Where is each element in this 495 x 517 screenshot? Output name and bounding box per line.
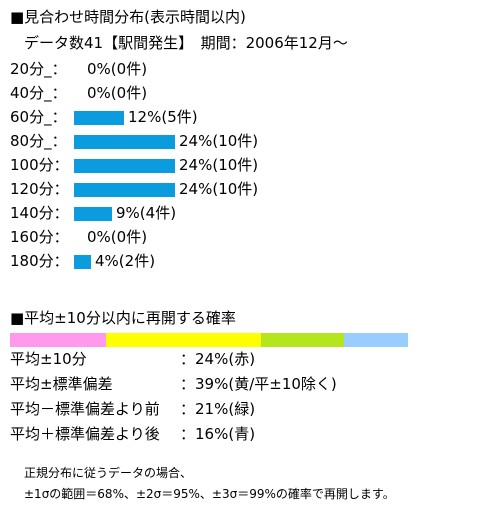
distribution-bar [74,183,175,197]
row-value: 12%(5件) [128,108,198,126]
stat-row: 平均±10分 ：24%(赤) [10,348,480,370]
row-label: 180分： [10,252,69,270]
distribution-bar [74,207,112,221]
distribution-row: 20分_： 0%(0件) [10,58,480,80]
note-line: ±1σの範囲＝68%、±2σ＝95%、±3σ＝99%の確率で再開します。 [24,487,395,501]
note-line: 正規分布に従うデータの場合、 [24,466,193,480]
stat-value: ：24%(赤) [180,350,256,368]
row-value: 0%(0件) [87,228,148,246]
row-label: 40分_： [10,84,67,102]
probability-color-bar [10,333,408,347]
color-segment-green [260,333,345,347]
distribution-row: 40分_： 0%(0件) [10,82,480,104]
stat-value: ：21%(緑) [180,400,256,418]
stat-row: 平均－標準偏差より前 ：21%(緑) [10,398,480,420]
page-title: ■見合わせ時間分布(表示時間以内) [10,8,246,26]
row-value: 0%(0件) [87,60,148,78]
row-label: 120分： [10,180,69,198]
color-segment-red [10,333,106,347]
row-value: 24%(10件) [179,156,259,174]
distribution-bar [74,255,91,269]
stat-value: ：16%(青) [180,425,256,443]
data-summary: データ数41【駅間発生】 期間：2006年12月～ [24,34,348,52]
distribution-row: 120分： 24%(10件) [10,178,480,200]
probability-title: ■平均±10分以内に再開する確率 [10,309,236,327]
distribution-row: 180分： 4%(2件) [10,250,480,272]
row-label: 80分_： [10,132,67,150]
color-segment-blue [344,333,408,347]
row-label: 60分_： [10,108,67,126]
row-label: 100分： [10,156,69,174]
row-value: 9%(4件) [116,204,177,222]
stat-row: 平均＋標準偏差より後 ：16%(青) [10,423,480,445]
distribution-bar [74,159,175,173]
color-segment-yellow [105,333,261,347]
stat-value: ：39%(黄/平±10除く) [180,375,337,393]
distribution-row: 140分： 9%(4件) [10,202,480,224]
stat-label: 平均＋標準偏差より後 [10,425,160,443]
stat-row: 平均±標準偏差 ：39%(黄/平±10除く) [10,373,480,395]
distribution-row: 60分_： 12%(5件) [10,106,480,128]
stat-label: 平均－標準偏差より前 [10,400,160,418]
row-label: 160分： [10,228,69,246]
row-value: 24%(10件) [179,132,259,150]
row-value: 24%(10件) [179,180,259,198]
stat-label: 平均±標準偏差 [10,375,113,393]
distribution-row: 80分_： 24%(10件) [10,130,480,152]
row-label: 20分_： [10,60,67,78]
distribution-bar [74,111,124,125]
row-label: 140分： [10,204,69,222]
distribution-row: 160分： 0%(0件) [10,226,480,248]
distribution-bar [74,135,175,149]
row-value: 4%(2件) [95,252,156,270]
stat-label: 平均±10分 [10,350,87,368]
distribution-row: 100分： 24%(10件) [10,154,480,176]
row-value: 0%(0件) [87,84,148,102]
